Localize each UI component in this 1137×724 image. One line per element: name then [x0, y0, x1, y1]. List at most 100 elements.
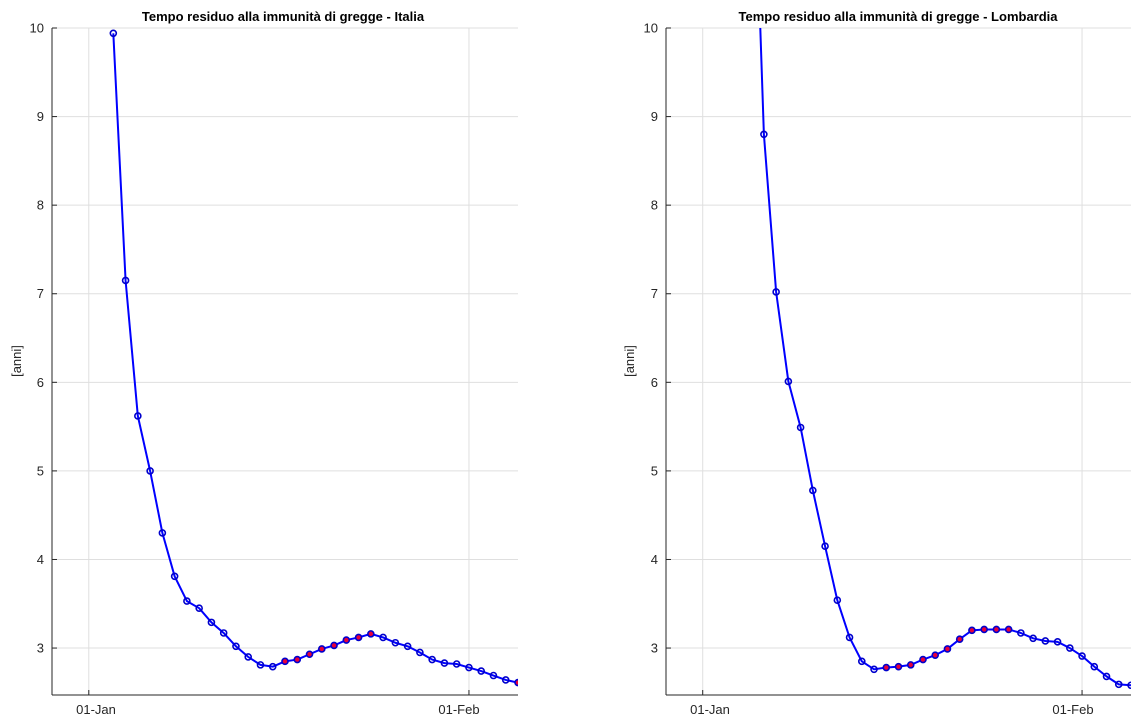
x-tick-label: 01-Feb [438, 702, 479, 717]
data-point [809, 486, 817, 495]
data-point [391, 638, 400, 647]
chart-lombardia: 3 4 5 6 7 8 9 10 Tempo residuo alla immunità di … [622, 9, 1131, 717]
axes: 3 4 5 6 7 8 9 10 [30, 21, 518, 696]
data-point [772, 288, 780, 296]
data-point [403, 642, 412, 651]
chart-italia: 3 4 5 6 7 8 9 10 Tempo residuo alla immunità di … [9, 9, 518, 717]
data-point-highlighted [968, 626, 976, 635]
data-point [465, 663, 473, 672]
data-point-highlighted [906, 661, 915, 669]
data-point [870, 665, 878, 674]
y-tick-label: 4 [651, 552, 658, 567]
data-point-highlighted [330, 641, 338, 650]
data-point [760, 130, 768, 139]
data-point [477, 667, 486, 675]
data-point [857, 657, 866, 666]
data-point [244, 653, 253, 661]
data-point [1090, 662, 1099, 671]
data-point [170, 572, 179, 581]
y-tick-label: 7 [651, 286, 658, 301]
series-line [759, 28, 1131, 687]
y-tick-label: 4 [37, 552, 44, 567]
chart-title: Tempo residuo alla immunità di gregge - … [142, 9, 425, 24]
plot-area [759, 28, 1131, 690]
y-tick-label: 5 [37, 463, 44, 478]
data-point [232, 642, 240, 651]
data-point [489, 671, 498, 680]
data-point [845, 633, 854, 642]
series-line [112, 33, 518, 684]
data-point-highlighted [943, 645, 952, 653]
data-point [146, 467, 154, 475]
data-point [1066, 644, 1074, 652]
data-point [821, 542, 829, 550]
y-tick-label: 10 [644, 21, 658, 36]
data-point-highlighted [293, 655, 302, 664]
y-tick-label: 8 [651, 198, 658, 213]
data-point-highlighted [354, 633, 363, 642]
data-point [784, 377, 793, 386]
data-point [440, 659, 449, 667]
grid [666, 27, 1131, 695]
data-point [1127, 681, 1131, 690]
data-point-highlighted [894, 662, 903, 671]
data-point [796, 423, 805, 432]
y-tick-label: 10 [30, 21, 44, 36]
data-point [501, 676, 510, 684]
data-point [428, 655, 436, 664]
data-point [1029, 634, 1037, 643]
data-point-highlighted [955, 635, 964, 644]
y-tick-label: 7 [37, 286, 44, 301]
data-point-highlighted [514, 678, 518, 687]
data-point [134, 412, 142, 420]
y-axis-label: [anni] [622, 345, 637, 377]
y-tick-label: 9 [651, 109, 658, 124]
data-point [121, 276, 130, 285]
x-tick-label: 01-Feb [1052, 702, 1093, 717]
data-point [1017, 629, 1025, 637]
y-tick-label: 3 [37, 641, 44, 656]
plot-area [109, 29, 518, 687]
data-point-highlighted [1004, 625, 1013, 634]
chart-title: Tempo residuo alla immunità di gregge - … [738, 9, 1058, 24]
data-point [833, 596, 842, 605]
y-tick-label: 3 [651, 641, 658, 656]
grid [52, 27, 518, 695]
y-tick-label: 6 [37, 375, 44, 390]
data-point [1102, 672, 1111, 681]
data-point [268, 662, 277, 671]
data-point-highlighted [367, 630, 375, 638]
data-point-highlighted [992, 625, 1001, 634]
data-point-highlighted [980, 625, 988, 634]
data-point-highlighted [931, 651, 940, 659]
y-tick-label: 9 [37, 109, 44, 124]
data-point-highlighted [919, 655, 927, 664]
data-point [183, 597, 191, 605]
y-axis-label: [anni] [9, 345, 24, 377]
data-point [1114, 680, 1123, 689]
data-point [109, 29, 118, 38]
x-tick-label: 01-Jan [690, 702, 730, 717]
data-point-highlighted [317, 645, 326, 653]
data-point [1041, 637, 1050, 645]
data-point [219, 629, 228, 637]
data-point [1078, 652, 1086, 660]
x-tick-label: 01-Jan [76, 702, 116, 717]
data-point [452, 660, 461, 668]
data-point [416, 648, 424, 657]
data-point [195, 604, 203, 612]
data-point [256, 661, 265, 669]
data-point-highlighted [342, 636, 351, 644]
data-point-highlighted [882, 663, 891, 672]
data-point [158, 529, 167, 537]
data-point-highlighted [305, 650, 314, 659]
data-point [379, 633, 387, 642]
data-point [207, 618, 216, 627]
y-tick-label: 8 [37, 198, 44, 213]
y-tick-label: 6 [651, 375, 658, 390]
data-point [1053, 638, 1062, 646]
y-tick-label: 5 [651, 463, 658, 478]
data-point-highlighted [281, 657, 289, 666]
axes: 3 4 5 6 7 8 9 10 [644, 21, 1131, 696]
